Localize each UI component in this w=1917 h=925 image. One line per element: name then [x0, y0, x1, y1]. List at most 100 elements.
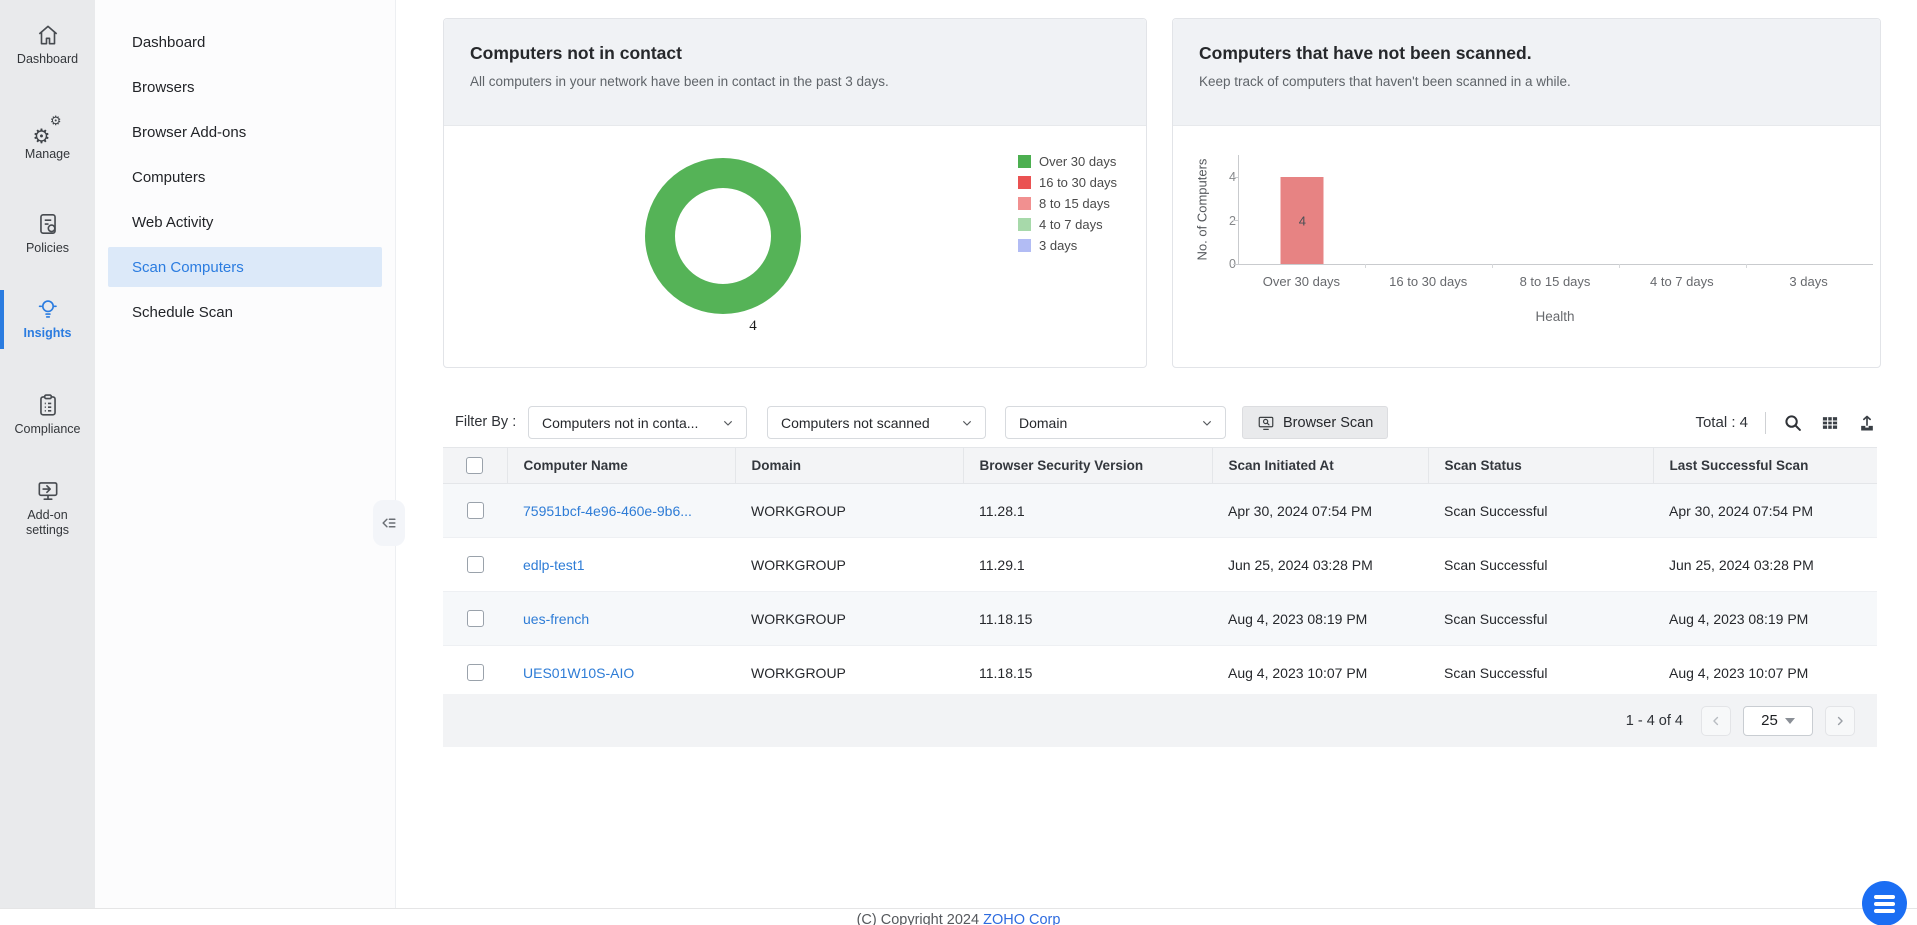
collapse-sidebar-button[interactable]: [373, 500, 405, 546]
sidebar-item-manage[interactable]: ⚙ ⚙ Manage: [0, 114, 95, 162]
computer-name-link[interactable]: 75951bcf-4e96-460e-9b6...: [523, 502, 692, 519]
x-category-label: 3 days: [1789, 274, 1828, 289]
column-header-version[interactable]: Browser Security Version: [963, 447, 1213, 484]
version-cell: 11.29.1: [963, 537, 1212, 592]
row-checkbox[interactable]: [466, 610, 484, 628]
page-size-select[interactable]: 25: [1743, 705, 1813, 736]
sidebar-item-insights[interactable]: Insights: [0, 290, 95, 349]
legend-label: 8 to 15 days: [1039, 196, 1110, 211]
x-tick-mark: [1746, 264, 1747, 268]
page-size-value: 25: [1761, 712, 1778, 729]
filter-by-label: Filter By :: [455, 414, 517, 430]
table-row: edlp-test1 WORKGROUP 11.29.1 Jun 25, 202…: [443, 537, 1877, 592]
row-checkbox[interactable]: [466, 502, 484, 520]
filter-dropdown-value: Computers not scanned: [781, 414, 930, 431]
card-title: Computers not in contact: [470, 43, 682, 63]
x-tick-mark: [1365, 264, 1366, 268]
column-header-scan-status[interactable]: Scan Status: [1428, 447, 1654, 484]
floating-menu-button[interactable]: [1862, 881, 1907, 925]
column-header-scan-initiated[interactable]: Scan Initiated At: [1212, 447, 1429, 484]
row-checkbox[interactable]: [466, 556, 484, 574]
filter-dropdown-domain[interactable]: Domain: [1005, 406, 1226, 439]
column-chooser-icon[interactable]: [1820, 413, 1840, 433]
legend-swatch-red: [1018, 176, 1031, 189]
menu-item-label: Dashboard: [132, 33, 206, 51]
last-scan-cell: Apr 30, 2024 07:54 PM: [1653, 483, 1877, 538]
y-tick-mark: [1233, 220, 1238, 221]
legend-item: 16 to 30 days: [1018, 172, 1117, 193]
footer-copyright: (C) Copyright 2024 ZOHO Corp: [0, 912, 1917, 925]
bar-segment[interactable]: 4: [1280, 177, 1324, 264]
filter-dropdown-value: Domain: [1019, 414, 1068, 431]
scan-status-cell: Scan Successful: [1428, 645, 1653, 700]
legend-swatch-light-green: [1018, 218, 1031, 231]
legend-label: 4 to 7 days: [1039, 217, 1103, 232]
x-tick-mark: [1492, 264, 1493, 268]
browser-scan-icon: [1258, 416, 1274, 430]
footer-divider: [0, 908, 1917, 909]
toolbar-divider: [1765, 411, 1766, 434]
bar-slot-16-to-30-days: [1366, 155, 1493, 264]
scan-initiated-cell: Jun 25, 2024 03:28 PM: [1212, 537, 1428, 592]
sidebar-item-dashboard[interactable]: Dashboard: [0, 22, 95, 67]
menu-item-browsers[interactable]: Browsers: [108, 67, 382, 107]
column-header-last-scan[interactable]: Last Successful Scan: [1653, 447, 1877, 484]
computer-name-link[interactable]: ues-french: [523, 610, 590, 627]
legend-swatch-salmon: [1018, 197, 1031, 210]
column-header-domain[interactable]: Domain: [735, 447, 964, 484]
menu-item-web-activity[interactable]: Web Activity: [108, 202, 382, 242]
chevron-down-icon: [962, 420, 972, 426]
search-icon[interactable]: [1783, 413, 1803, 433]
sidebar-item-policies[interactable]: Policies: [0, 211, 95, 256]
domain-cell: WORKGROUP: [735, 537, 963, 592]
y-tick-label: 2: [1229, 214, 1236, 228]
table-header-row: Computer Name Domain Browser Security Ve…: [443, 447, 1877, 484]
menu-item-computers[interactable]: Computers: [108, 157, 382, 197]
bar-slot-4-to-7-days: [1619, 155, 1746, 264]
bar-slot-3-days: [1746, 155, 1873, 264]
menu-item-label: Browser Add-ons: [132, 123, 247, 141]
table-row: ues-french WORKGROUP 11.18.15 Aug 4, 202…: [443, 591, 1877, 646]
select-all-checkbox[interactable]: [466, 457, 484, 474]
sidebar-item-addon-settings[interactable]: Add-on settings: [0, 478, 95, 538]
sidebar-item-label: Policies: [25, 241, 70, 255]
filter-dropdown-contact[interactable]: Computers not in conta...: [528, 406, 747, 439]
collapse-sidebar-icon: [382, 518, 396, 528]
column-header-computer-name[interactable]: Computer Name: [507, 447, 736, 484]
zoho-corp-link[interactable]: ZOHO Corp: [983, 912, 1061, 925]
total-count-label: Total : 4: [1695, 414, 1748, 431]
menu-item-dashboard[interactable]: Dashboard: [108, 22, 382, 62]
scan-initiated-cell: Apr 30, 2024 07:54 PM: [1212, 483, 1428, 538]
filter-dropdown-scanned[interactable]: Computers not scanned: [767, 406, 986, 439]
card-header: Computers not in contact All computers i…: [444, 19, 1146, 126]
computer-name-link[interactable]: UES01W10S-AIO: [523, 664, 635, 681]
card-computers-not-in-contact: Computers not in contact All computers i…: [443, 18, 1147, 368]
chart-legend: Over 30 days 16 to 30 days 8 to 15 days …: [1018, 151, 1117, 256]
domain-cell: WORKGROUP: [735, 645, 963, 700]
sidebar-item-label: Manage: [24, 147, 71, 161]
card-subtitle: All computers in your network have been …: [470, 74, 889, 89]
sidebar-item-compliance[interactable]: Compliance: [0, 392, 95, 437]
chevron-down-icon: [723, 420, 733, 426]
donut-chart: 4 Over 30 days 16 to 30 days 8 to 15 day…: [444, 126, 1146, 367]
export-icon[interactable]: [1857, 413, 1877, 433]
donut-value-label: 4: [749, 318, 757, 334]
chevron-left-icon: [1713, 716, 1719, 725]
menu-item-browser-add-ons[interactable]: Browser Add-ons: [108, 112, 382, 152]
computer-name-link[interactable]: edlp-test1: [523, 556, 585, 573]
table-row: UES01W10S-AIO WORKGROUP 11.18.15 Aug 4, …: [443, 645, 1877, 700]
x-category-label: 8 to 15 days: [1519, 274, 1591, 289]
menu-item-scan-computers[interactable]: Scan Computers: [108, 247, 382, 287]
hamburger-icon: [1874, 894, 1895, 899]
x-category-label: 4 to 7 days: [1649, 274, 1714, 289]
monitor-arrow-icon: [38, 482, 57, 500]
legend-item: Over 30 days: [1018, 151, 1117, 172]
row-checkbox[interactable]: [466, 664, 484, 682]
browser-scan-button[interactable]: Browser Scan: [1242, 406, 1389, 439]
menu-item-schedule-scan[interactable]: Schedule Scan: [108, 292, 382, 332]
next-page-button[interactable]: [1825, 705, 1855, 736]
table-row: 75951bcf-4e96-460e-9b6... WORKGROUP 11.2…: [443, 483, 1877, 538]
legend-item: 4 to 7 days: [1018, 214, 1117, 235]
previous-page-button[interactable]: [1701, 705, 1731, 736]
